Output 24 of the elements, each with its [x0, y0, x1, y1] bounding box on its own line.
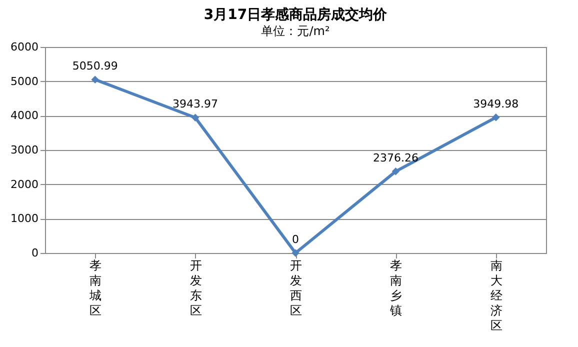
y-tick-label: 1000	[10, 212, 38, 226]
y-tick-label: 5000	[10, 74, 38, 88]
point	[91, 76, 99, 84]
point	[191, 114, 200, 122]
y-tick-label: 3000	[10, 144, 38, 156]
x-tick-label: 孝南城区	[88, 258, 102, 318]
point	[392, 168, 400, 176]
chart-subtitle: 单位：元/m²	[261, 24, 330, 38]
data-label: 3943.97	[172, 98, 218, 111]
y-tick-label: 6000	[10, 40, 38, 54]
x-tick-label: 南大经济区	[490, 258, 502, 332]
x-tick-label: 开发西区	[290, 258, 302, 318]
data-label: 2376.26	[372, 151, 418, 164]
data-label: 5050.99	[72, 60, 118, 73]
y-tick-label: 4000	[10, 109, 38, 122]
y-tick-label: 2000	[10, 178, 38, 191]
x-tick-label: 孝南乡镇	[389, 258, 402, 318]
data-label: 3949.98	[473, 97, 519, 110]
data-label: 0	[292, 233, 299, 246]
chart-title: 3月17日孝感商品房成交均价	[204, 6, 388, 23]
y-tick-label: 0	[32, 246, 38, 260]
x-tick-label: 开发东区	[190, 258, 202, 318]
point	[492, 114, 500, 122]
point	[292, 249, 300, 257]
